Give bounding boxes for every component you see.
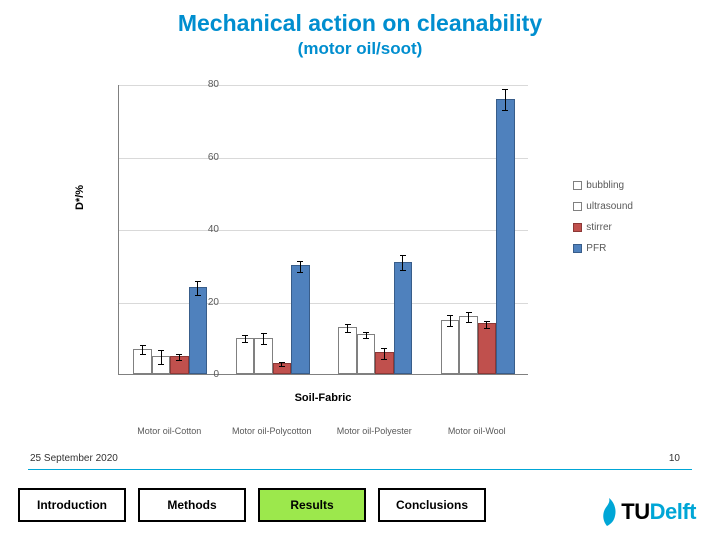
title-sub: (motor oil/soot) <box>0 39 720 59</box>
error-cap <box>195 281 201 282</box>
error-cap <box>158 364 164 365</box>
error-bar <box>161 350 162 365</box>
error-cap <box>176 360 182 361</box>
error-cap <box>345 324 351 325</box>
error-bar <box>402 255 403 270</box>
error-cap <box>502 110 508 111</box>
plot-area <box>118 85 528 375</box>
error-cap <box>484 321 490 322</box>
x-tick: Motor oil-Cotton <box>118 426 221 436</box>
legend-item: stirrer <box>573 222 633 233</box>
logo-text: TUDelft <box>621 499 696 525</box>
y-axis-label: D*/% <box>74 185 86 210</box>
error-cap <box>447 315 453 316</box>
legend-label: stirrer <box>586 222 612 233</box>
y-tick: 20 <box>189 297 219 308</box>
error-cap <box>345 332 351 333</box>
logo-delft: Delft <box>650 499 696 524</box>
error-cap <box>176 354 182 355</box>
error-cap <box>242 335 248 336</box>
bar <box>291 265 309 374</box>
error-cap <box>484 328 490 329</box>
legend-item: ultrasound <box>573 201 633 212</box>
error-cap <box>261 344 267 345</box>
chart: D*/% Soil-Fabric bubblingultrasoundstirr… <box>78 80 633 420</box>
legend-item: PFR <box>573 243 633 254</box>
error-cap <box>279 366 285 367</box>
gridline <box>119 303 528 304</box>
legend-label: ultrasound <box>586 201 633 212</box>
error-cap <box>381 359 387 360</box>
error-bar <box>384 348 385 359</box>
error-bar <box>347 324 348 331</box>
nav-introduction[interactable]: Introduction <box>18 488 126 522</box>
bar <box>459 316 477 374</box>
bar <box>496 99 514 375</box>
footer-date: 25 September 2020 <box>30 453 118 464</box>
x-tick: Motor oil-Polyester <box>323 426 426 436</box>
error-bar <box>300 261 301 272</box>
error-cap <box>400 270 406 271</box>
x-tick: Motor oil-Polycotton <box>221 426 324 436</box>
legend: bubbling ultrasound stirrer PFR <box>573 180 633 264</box>
bar <box>338 327 356 374</box>
nav-results[interactable]: Results <box>258 488 366 522</box>
footer-rule <box>28 469 692 470</box>
navbar: Introduction Methods Results Conclusions <box>18 488 486 522</box>
title-main: Mechanical action on cleanability <box>0 10 720 37</box>
error-cap <box>261 333 267 334</box>
y-tick: 0 <box>189 369 219 380</box>
gridline <box>119 158 528 159</box>
y-tick: 40 <box>189 224 219 235</box>
error-cap <box>466 312 472 313</box>
error-cap <box>381 348 387 349</box>
bar <box>478 323 496 374</box>
error-bar <box>450 315 451 326</box>
legend-label: bubbling <box>586 180 624 191</box>
nav-conclusions[interactable]: Conclusions <box>378 488 486 522</box>
error-cap <box>502 89 508 90</box>
gridline <box>119 230 528 231</box>
error-cap <box>447 326 453 327</box>
legend-swatch <box>573 244 582 253</box>
error-bar <box>505 89 506 111</box>
bar <box>357 334 375 374</box>
footer-page-number: 10 <box>669 453 680 464</box>
legend-label: PFR <box>586 243 606 254</box>
error-bar <box>468 312 469 323</box>
error-cap <box>297 272 303 273</box>
flame-icon <box>599 498 619 526</box>
error-cap <box>158 350 164 351</box>
y-tick: 80 <box>189 79 219 90</box>
legend-swatch <box>573 202 582 211</box>
error-cap <box>140 345 146 346</box>
error-cap <box>140 354 146 355</box>
bar <box>441 320 459 374</box>
bar <box>394 262 412 374</box>
legend-swatch <box>573 181 582 190</box>
error-bar <box>245 335 246 342</box>
slide: Mechanical action on cleanability (motor… <box>0 0 720 540</box>
gridline <box>119 85 528 86</box>
tudelft-logo: TUDelft <box>599 498 696 526</box>
error-cap <box>466 322 472 323</box>
error-cap <box>279 362 285 363</box>
error-cap <box>363 338 369 339</box>
error-cap <box>400 255 406 256</box>
error-cap <box>363 332 369 333</box>
legend-swatch <box>573 223 582 232</box>
error-cap <box>242 342 248 343</box>
title-block: Mechanical action on cleanability (motor… <box>0 0 720 59</box>
error-bar <box>263 333 264 344</box>
error-cap <box>297 261 303 262</box>
error-bar <box>486 321 487 328</box>
y-tick: 60 <box>189 152 219 163</box>
error-bar <box>142 345 143 354</box>
error-bar <box>197 281 198 296</box>
legend-item: bubbling <box>573 180 633 191</box>
logo-tu: TU <box>621 499 649 524</box>
nav-methods[interactable]: Methods <box>138 488 246 522</box>
x-tick: Motor oil-Wool <box>426 426 529 436</box>
